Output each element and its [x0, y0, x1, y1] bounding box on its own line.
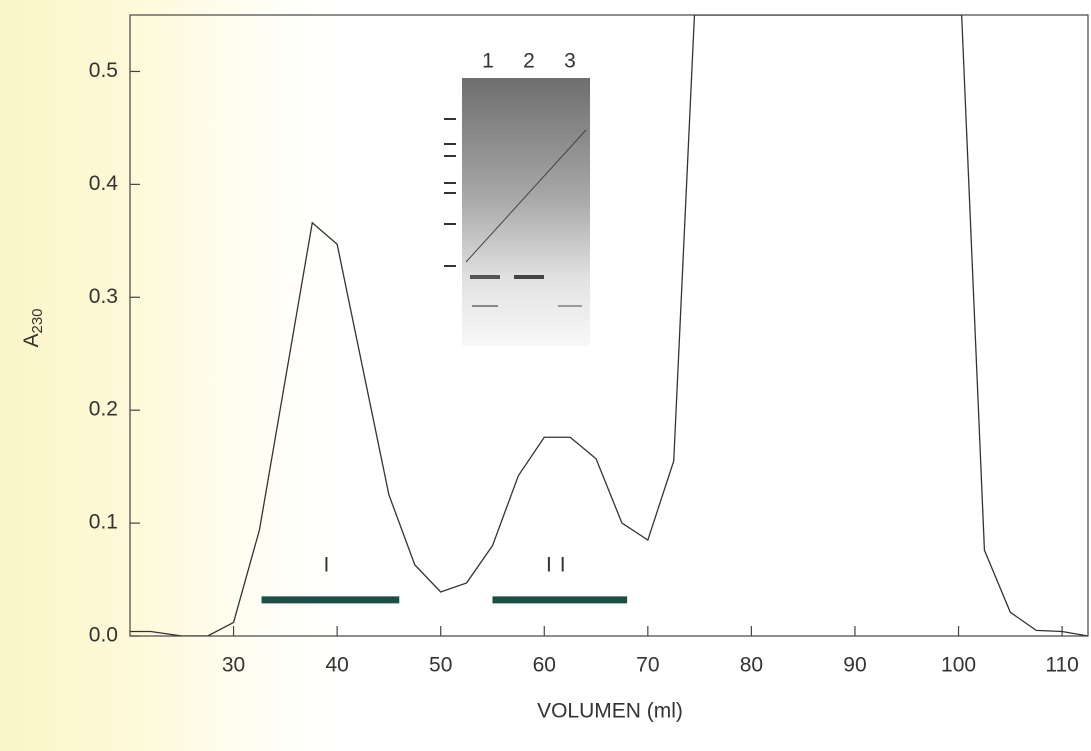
x-tick-label: 70 — [636, 654, 659, 677]
y-label-sub: 230 — [29, 308, 46, 333]
gel-inset — [444, 78, 590, 346]
x-axis-label: VOLUMEN (ml) — [537, 700, 683, 723]
data-line — [130, 15, 1088, 636]
x-tick-label: 90 — [843, 654, 866, 677]
x-tick-label: 30 — [222, 654, 245, 677]
fraction-bar — [261, 596, 400, 604]
y-axis-label: A230 — [20, 308, 46, 347]
y-tick-label: 0.5 — [89, 59, 118, 82]
x-tick-label: 110 — [1045, 654, 1078, 677]
y-tick-label: 0.0 — [89, 624, 118, 647]
gel-lane-label: 1 — [482, 50, 494, 73]
y-tick-label: 0.1 — [89, 511, 118, 534]
plot-frame — [129, 14, 1089, 637]
x-tick-label: 60 — [533, 654, 556, 677]
fraction-label: II — [546, 553, 574, 576]
x-tick-label: 50 — [429, 654, 452, 677]
y-tick-label: 0.2 — [89, 398, 118, 421]
x-tick-label: 100 — [941, 654, 976, 677]
y-tick-label: 0.3 — [89, 285, 118, 308]
y-label-main: A — [20, 334, 43, 348]
fraction-bar — [492, 596, 628, 604]
x-tick-label: 80 — [740, 654, 763, 677]
fraction-label: I — [323, 553, 337, 576]
gel-lane-label: 3 — [564, 50, 576, 73]
gel-lane-label: 2 — [523, 50, 535, 73]
y-tick-label: 0.4 — [89, 172, 119, 195]
x-tick-label: 40 — [325, 654, 348, 677]
